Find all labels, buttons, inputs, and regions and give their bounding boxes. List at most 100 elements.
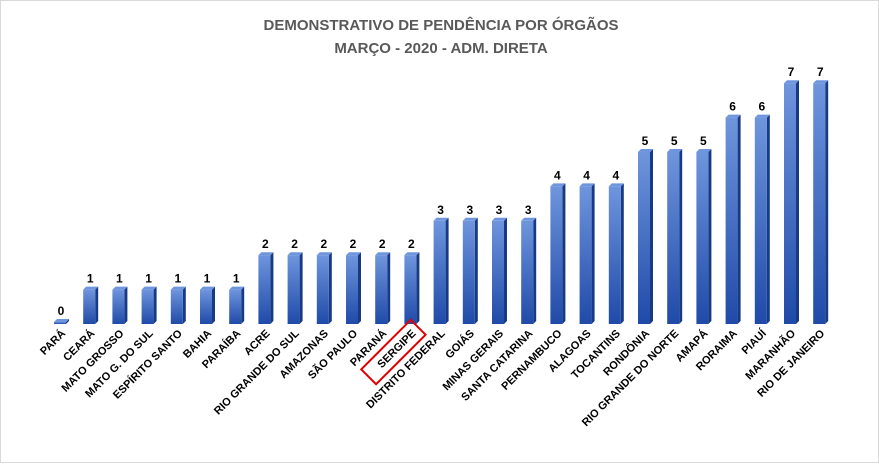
bar-side bbox=[270, 252, 274, 324]
bar-top bbox=[579, 183, 595, 187]
bar bbox=[141, 289, 154, 324]
bar-top bbox=[521, 217, 537, 221]
bar-side bbox=[416, 252, 420, 324]
bar-side bbox=[95, 286, 99, 324]
bar-top bbox=[550, 183, 566, 187]
value-label: 4 bbox=[554, 168, 561, 182]
bar bbox=[667, 152, 680, 324]
value-label: 1 bbox=[204, 272, 211, 286]
bar-side bbox=[212, 286, 215, 324]
bar-side bbox=[387, 252, 391, 324]
value-label: 2 bbox=[379, 237, 386, 251]
bar-top bbox=[170, 286, 186, 290]
bar bbox=[725, 117, 738, 324]
bar-side bbox=[504, 217, 507, 324]
bar-side bbox=[66, 319, 69, 324]
bar bbox=[229, 289, 242, 324]
bar bbox=[813, 83, 826, 324]
bars-group bbox=[54, 80, 829, 324]
bar-top bbox=[433, 217, 449, 221]
bar-side bbox=[591, 183, 595, 324]
bar bbox=[433, 220, 446, 324]
bar-side bbox=[620, 183, 624, 324]
bar-side bbox=[241, 286, 245, 324]
bar bbox=[170, 289, 183, 324]
bar bbox=[375, 255, 388, 324]
value-label: 1 bbox=[174, 272, 181, 286]
value-label: 2 bbox=[262, 237, 269, 251]
bar bbox=[200, 289, 212, 324]
value-label: 2 bbox=[320, 237, 327, 251]
bar-top bbox=[638, 149, 653, 152]
bar-top bbox=[200, 286, 215, 290]
bar bbox=[638, 152, 650, 324]
bar bbox=[492, 220, 504, 324]
value-label: 3 bbox=[525, 203, 532, 217]
value-label: 7 bbox=[817, 65, 824, 79]
value-label: 6 bbox=[758, 100, 765, 114]
value-label: 2 bbox=[291, 237, 298, 251]
bar-top bbox=[813, 80, 829, 84]
bar bbox=[54, 322, 66, 324]
value-label: 3 bbox=[466, 203, 473, 217]
value-label: 6 bbox=[729, 100, 736, 114]
bar-top bbox=[608, 183, 624, 187]
bar bbox=[784, 83, 796, 324]
highlight-group bbox=[359, 318, 428, 386]
value-label: 1 bbox=[87, 272, 94, 286]
value-label: 3 bbox=[437, 203, 444, 217]
value-label: 5 bbox=[671, 134, 678, 148]
bar-side bbox=[562, 183, 566, 324]
value-label: 0 bbox=[58, 304, 65, 318]
bar-side bbox=[153, 286, 157, 324]
bar bbox=[258, 255, 271, 324]
bar bbox=[608, 186, 621, 324]
bar bbox=[316, 255, 329, 324]
bar-top bbox=[492, 217, 507, 221]
bar bbox=[462, 220, 475, 324]
value-label: 3 bbox=[496, 203, 503, 217]
bar-top bbox=[725, 114, 741, 118]
bar-top bbox=[141, 286, 157, 290]
value-label: 2 bbox=[350, 237, 357, 251]
bar bbox=[404, 255, 417, 324]
bar-top bbox=[375, 252, 391, 256]
value-label: 4 bbox=[612, 168, 619, 182]
bar-side bbox=[737, 114, 741, 324]
bar-top bbox=[316, 252, 332, 256]
value-label: 5 bbox=[642, 134, 649, 148]
value-label: 2 bbox=[408, 237, 415, 251]
bar-top bbox=[112, 286, 128, 290]
value-label: 7 bbox=[788, 65, 795, 79]
bar bbox=[579, 186, 592, 324]
bar bbox=[550, 186, 563, 324]
bar bbox=[696, 152, 709, 324]
chart-title: DEMONSTRATIVO DE PENDÊNCIA POR ÓRGÃOS bbox=[263, 16, 618, 34]
bar-top bbox=[404, 252, 420, 256]
value-label: 1 bbox=[145, 272, 152, 286]
bar-top bbox=[229, 286, 245, 290]
bar-side bbox=[299, 252, 303, 324]
bar-top bbox=[754, 114, 770, 118]
bar-side bbox=[796, 80, 799, 324]
highlight-box bbox=[359, 318, 428, 386]
bar-side bbox=[358, 252, 361, 324]
bar-side bbox=[766, 114, 770, 324]
category-label: MARANHÃO bbox=[743, 327, 799, 383]
bar-top bbox=[696, 149, 712, 152]
bar-top bbox=[54, 319, 69, 322]
bar-top bbox=[462, 217, 478, 221]
bar-top bbox=[346, 252, 361, 256]
bar bbox=[112, 289, 125, 324]
category-label: SÃO PAULO bbox=[305, 327, 360, 382]
value-labels-group: 0 1 1 1 1 1 1 2 2 2 2 2 2 3 3 3 3 4 4 4 5 5 5 6 6 7 7 bbox=[58, 65, 824, 318]
bar-side bbox=[533, 217, 537, 324]
bar-side bbox=[445, 217, 449, 324]
bar bbox=[754, 117, 767, 324]
bar-side bbox=[182, 286, 186, 324]
bar-top bbox=[83, 286, 99, 290]
bar-side bbox=[825, 80, 829, 324]
